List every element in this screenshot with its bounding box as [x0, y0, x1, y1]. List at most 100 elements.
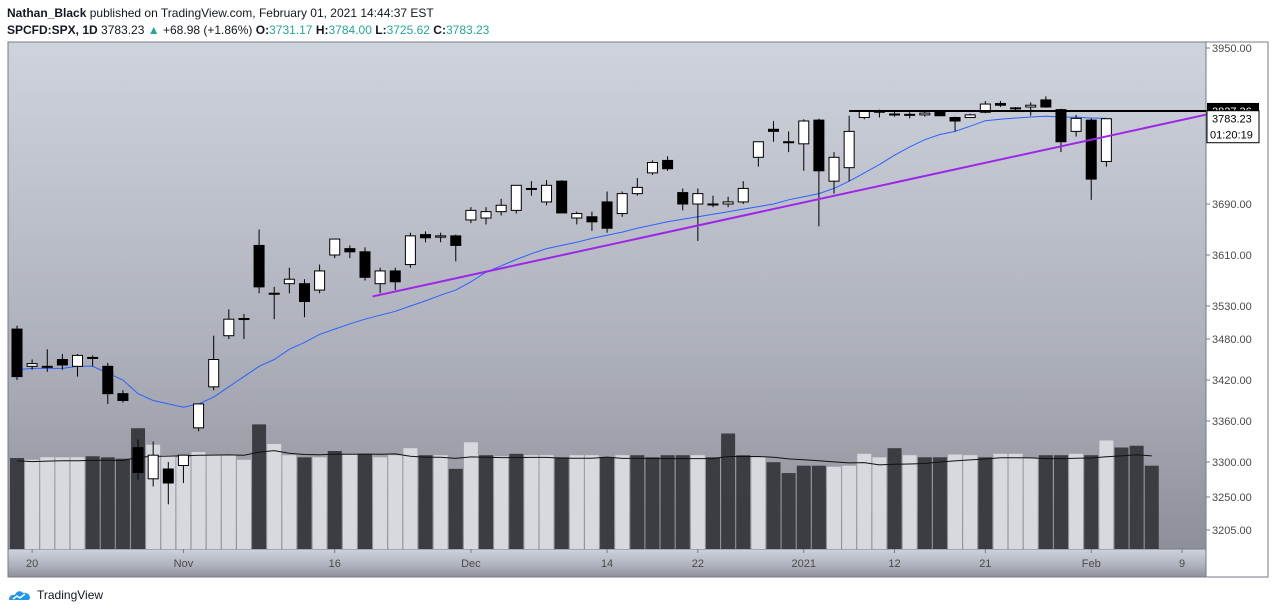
candle-body: [556, 180, 568, 214]
volume-bar: [357, 453, 372, 549]
volume-bar: [948, 454, 963, 549]
candle-body: [223, 318, 235, 337]
candle-body: [616, 193, 628, 215]
volume-bar: [993, 453, 1008, 549]
candle-body: [268, 292, 280, 295]
candle-body: [828, 156, 840, 182]
volume-bar: [932, 457, 947, 549]
volume-bar: [494, 456, 509, 549]
volume-bar: [675, 455, 690, 549]
volume-bar: [418, 455, 433, 549]
candle-body: [404, 235, 416, 266]
candle-body: [238, 318, 250, 321]
candle-body: [72, 354, 84, 367]
volume-bar: [463, 442, 478, 549]
candle-body: [631, 186, 643, 195]
candle-body: [949, 117, 961, 122]
author-name[interactable]: Nathan_Black: [7, 6, 87, 20]
high-label: H:: [315, 23, 329, 37]
footer-brand: TradingView: [37, 588, 104, 602]
candle-body: [147, 454, 159, 480]
volume-bar: [1053, 455, 1068, 549]
volume-bar: [176, 457, 191, 549]
candle-body: [132, 447, 144, 473]
candle-body: [162, 468, 174, 484]
candle-body: [904, 113, 916, 116]
volume-average-line: [16, 450, 1152, 466]
volume-bar: [55, 457, 70, 549]
candle-body: [586, 216, 598, 223]
candle-body: [979, 103, 991, 113]
time-tick-label: 16: [329, 558, 341, 570]
candle-body: [707, 203, 719, 206]
candle-body: [1010, 107, 1022, 110]
volume-bar: [630, 455, 645, 549]
volume-bar: [1069, 453, 1084, 549]
last-price: 3783.23: [101, 23, 145, 37]
volume-bar: [1144, 465, 1159, 549]
time-tick-label: 14: [601, 558, 613, 570]
price-tick-label: 3530.00: [1212, 301, 1252, 313]
volume-bar: [1129, 445, 1144, 549]
volume-bar: [206, 455, 221, 549]
volume-bar: [342, 453, 357, 549]
volume-bar: [872, 457, 887, 549]
candle-body: [1025, 104, 1037, 108]
candle-body: [1070, 117, 1082, 132]
close-value: 3783.23: [445, 23, 490, 37]
up-arrow-icon: ▲: [147, 23, 160, 37]
volume-bar: [312, 457, 327, 549]
trendline: [372, 113, 1207, 298]
candle-body: [56, 359, 68, 366]
volume-bar: [524, 455, 539, 549]
price-tick-label: 3690.00: [1212, 199, 1252, 211]
candle-body: [798, 120, 810, 145]
candle-body: [495, 204, 507, 213]
tradingview-footer[interactable]: TradingView: [7, 588, 103, 602]
volume-bar: [554, 457, 569, 549]
candle-body: [389, 270, 401, 283]
time-axis-panel[interactable]: [8, 549, 1206, 577]
candle-body: [813, 119, 825, 172]
volume-bar: [902, 455, 917, 549]
open-label: O:: [255, 23, 270, 37]
candle-body: [450, 235, 462, 246]
candle-body: [677, 192, 689, 205]
time-tick-label: Feb: [1082, 558, 1101, 570]
candle-body: [964, 114, 976, 118]
volume-bar: [1038, 455, 1053, 549]
candle-body: [662, 159, 674, 170]
candle-body: [208, 359, 220, 388]
candle-body: [934, 111, 946, 117]
volume-bar: [766, 462, 781, 549]
candle-body: [722, 201, 734, 205]
candle-body: [26, 363, 38, 367]
ohlc-line: SPCFD:SPX, 1D 3783.23 ▲ +68.98 (+1.86%) …: [7, 22, 489, 39]
volume-bar: [615, 455, 630, 549]
candle-body: [919, 112, 931, 116]
volume-bar: [115, 458, 130, 549]
candle-body: [525, 187, 537, 190]
candle-body: [1040, 99, 1052, 108]
volume-bar: [236, 459, 251, 549]
volume-bar: [282, 455, 297, 549]
candle-body: [1055, 109, 1067, 143]
volume-bar: [267, 444, 282, 549]
symbol-label[interactable]: SPCFD:SPX, 1D: [7, 23, 98, 37]
volume-bar: [736, 455, 751, 549]
candle-body: [465, 209, 477, 221]
price-tick-label: 3420.00: [1212, 375, 1252, 387]
volume-bar: [252, 424, 267, 549]
open-value: 3731.17: [269, 23, 313, 37]
volume-bar: [917, 457, 932, 549]
axes-layer: 3950.00 3690.00 3610.00 3530.00 3480.00 3420.…: [26, 43, 1252, 570]
volume-bar: [1023, 458, 1038, 549]
candle-body: [541, 184, 553, 203]
candle-body: [843, 130, 855, 169]
volume-bar: [796, 465, 811, 549]
volume-bar: [645, 457, 660, 549]
price-tick-label: 3950.00: [1212, 43, 1252, 55]
low-value: 3725.62: [386, 23, 430, 37]
candle-body: [283, 278, 295, 285]
